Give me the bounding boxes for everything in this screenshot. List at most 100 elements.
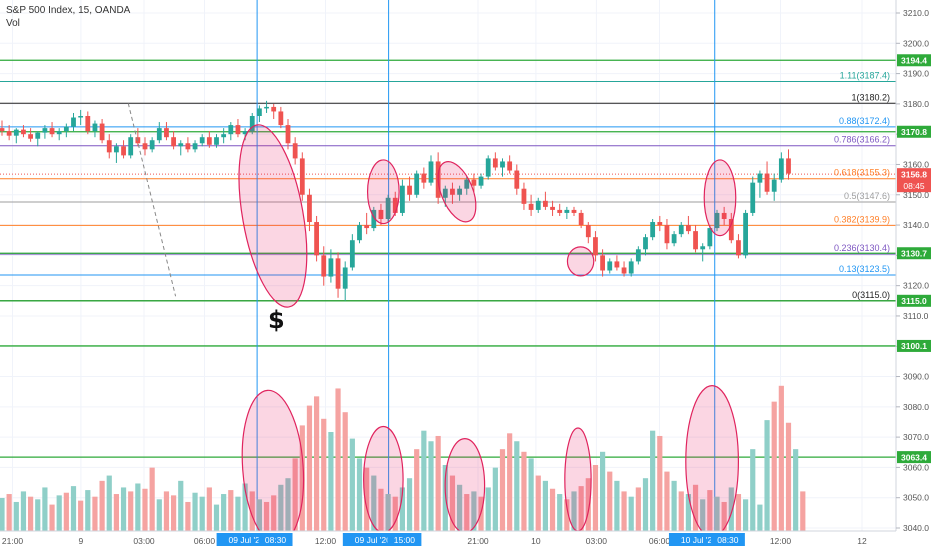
time-axis[interactable]: 21:00 9 03:00 06:00 12:00 21:00 10 03:00 06:00 12…: [0, 530, 896, 550]
volume-label[interactable]: Vol: [6, 18, 20, 29]
candle-body: [764, 173, 770, 192]
volume-bar: [514, 441, 520, 531]
volume-bar: [785, 422, 792, 531]
candle-body: [471, 179, 477, 186]
candle-body: [321, 255, 327, 277]
time-highlight-tag: [258, 533, 293, 546]
price-tick-label: 3120.0: [903, 281, 929, 291]
candle-body: [593, 237, 598, 256]
price-tick-label: 3140.0: [903, 220, 929, 230]
candle-body: [728, 219, 734, 241]
time-tick-label: 10: [531, 536, 541, 546]
volume-bar: [492, 467, 498, 531]
volume-bar: [256, 499, 262, 531]
volume-bar: [592, 465, 599, 531]
level-price-tag-label: 3194.4: [901, 55, 927, 65]
time-tick-label: 03:00: [586, 536, 608, 546]
volume-bar: [564, 499, 570, 531]
volume-bar: [435, 435, 441, 531]
candle-body: [71, 117, 76, 127]
candle-body: [156, 128, 162, 141]
candle-body: [214, 137, 219, 145]
candle-body: [114, 146, 119, 153]
candle-body: [464, 179, 470, 189]
volume-bar: [721, 501, 727, 531]
candle-body: [135, 137, 141, 144]
volume-bar: [378, 488, 384, 531]
candle-body: [206, 137, 212, 145]
volume-bar: [692, 484, 699, 531]
candle-body: [400, 185, 405, 213]
volume-bar: [306, 405, 313, 531]
price-tick-label: 3180.0: [903, 99, 929, 109]
volume-bar: [364, 467, 370, 531]
price-tick-label: 3190.0: [903, 69, 929, 79]
volume-bar: [221, 494, 227, 531]
candle-body: [164, 128, 169, 138]
symbol-title[interactable]: S&P 500 Index, 15, OANDA: [6, 5, 131, 16]
candle-body: [292, 143, 298, 159]
price-highlight-ellipse: [566, 246, 595, 277]
candle-body: [500, 161, 505, 168]
price-tick-label: 3090.0: [903, 372, 929, 382]
volume-bar: [128, 491, 134, 531]
candle-body: [507, 161, 513, 171]
volume-highlight-ellipse: [564, 427, 592, 532]
level-price-tag-label: 3170.8: [901, 127, 927, 137]
volume-bar: [13, 501, 19, 531]
grid: [0, 0, 896, 531]
volume-bar: [235, 496, 241, 531]
volume-bar: [28, 496, 34, 531]
candle-body: [485, 158, 491, 177]
candle-body: [643, 237, 648, 250]
volume-bar: [278, 484, 284, 531]
time-tick-label: 12:00: [315, 536, 337, 546]
candle-body: [257, 108, 262, 116]
volume-bar: [585, 478, 591, 531]
price-tick-label: 3070.0: [903, 432, 929, 442]
volume-bar: [63, 492, 69, 531]
volume-bar: [228, 490, 234, 531]
candle-body: [557, 209, 563, 213]
volume-bar: [764, 420, 770, 531]
candle-body: [56, 131, 62, 135]
time-highlight-label: 15:00: [394, 535, 416, 545]
candle-body: [63, 126, 69, 132]
candle-body: [235, 125, 241, 135]
volume-bar: [428, 441, 434, 531]
fib-level-label: 0.5(3147.6): [844, 191, 890, 201]
volume-bar: [206, 487, 212, 531]
volume-bar: [213, 504, 220, 531]
price-tick-label: 3200.0: [903, 38, 929, 48]
price-tick-label: 3110.0: [903, 311, 929, 321]
price-axis[interactable]: 3210.03200.03190.03180.03170.03160.03150…: [895, 0, 932, 550]
volume-bar: [421, 430, 427, 531]
volume-bar: [42, 487, 48, 531]
level-price-tag: [897, 125, 931, 138]
volume-bar: [199, 496, 205, 531]
time-tick-label: 9: [79, 536, 84, 546]
volume-highlight-ellipse: [363, 425, 404, 534]
volume-bar: [399, 487, 405, 531]
candle-body: [349, 240, 355, 268]
candle-body: [600, 255, 605, 271]
candle-body: [671, 234, 677, 244]
volume-bar: [342, 412, 348, 531]
volume-bar: [542, 480, 548, 531]
volume-bar: [728, 487, 734, 531]
volume-bar: [657, 435, 663, 531]
volume-bar: [557, 494, 563, 531]
candle-body: [221, 134, 227, 138]
candle-body: [228, 125, 234, 135]
candle-body: [686, 225, 691, 232]
fib-level-label: 0.236(3130.4): [834, 243, 890, 253]
volume-bar: [92, 496, 98, 531]
volume-bar: [271, 495, 277, 531]
candle-body: [521, 188, 527, 204]
candle-body: [42, 128, 48, 133]
volume-bar: [628, 496, 634, 531]
candle-body: [378, 209, 384, 219]
volume-bar: [650, 430, 656, 531]
